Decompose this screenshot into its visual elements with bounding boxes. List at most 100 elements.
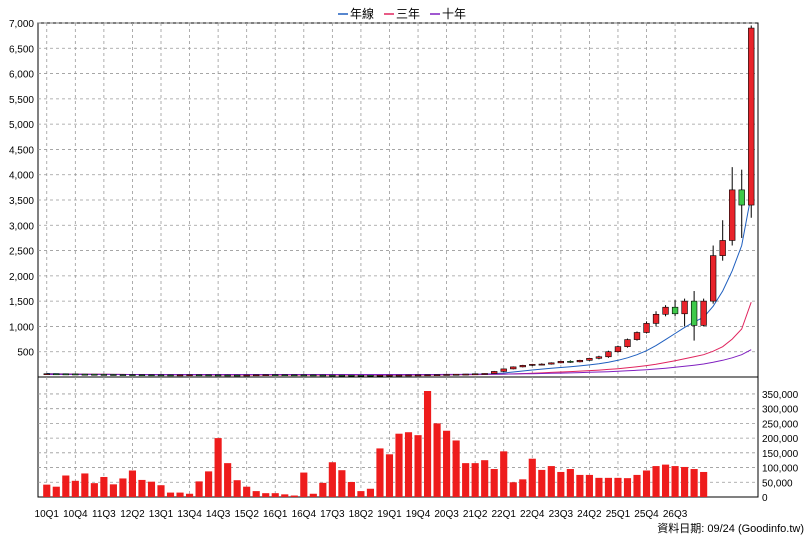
price-tick-label: 5,500 — [9, 95, 34, 106]
x-tick-label: 11Q3 — [92, 509, 116, 520]
volume-bar — [338, 470, 346, 497]
price-tick-label: 6,000 — [9, 70, 34, 81]
candle-body — [81, 373, 88, 376]
candle-body — [281, 374, 288, 377]
volume-bar — [604, 477, 613, 497]
volume-bar — [224, 463, 232, 497]
volume-tick-label: 200,000 — [762, 434, 799, 445]
volume-bar — [614, 477, 622, 497]
candle-body — [481, 373, 488, 375]
volume-bar — [328, 462, 336, 497]
x-tick-label: 19Q4 — [406, 509, 431, 520]
candle-body — [53, 373, 60, 376]
candle-body — [319, 374, 326, 377]
volume-bar — [690, 469, 698, 497]
candle-body — [576, 360, 584, 363]
x-tick-label: 15Q2 — [234, 509, 259, 520]
volume-bar — [509, 482, 517, 497]
candle-body — [472, 373, 479, 376]
candle-body — [433, 374, 441, 376]
volume-tick-label: 150,000 — [762, 449, 799, 460]
volume-bar — [300, 472, 308, 497]
volume-bar — [347, 481, 355, 497]
candle-body — [614, 346, 622, 353]
candle-body — [700, 300, 707, 326]
candle-body — [748, 27, 755, 206]
candle-body — [586, 357, 593, 361]
volume-bar — [100, 476, 108, 497]
x-tick-label: 14Q3 — [206, 509, 231, 520]
candle-body — [310, 374, 317, 377]
volume-bar — [119, 478, 127, 497]
candle-body — [719, 240, 726, 256]
price-tick-label: 1,000 — [9, 322, 34, 333]
candle-body — [62, 373, 69, 376]
candle-body — [405, 374, 412, 377]
volume-bar — [138, 479, 146, 497]
volume-bar — [423, 391, 432, 497]
volume-bar — [528, 458, 536, 497]
candle-body — [414, 374, 422, 377]
price-axis-ticks: 500 1,000 1,500 2,000 2,500 3,000 3,500 4,000 4,… — [9, 19, 34, 359]
volume-bar — [281, 494, 289, 497]
candle-body — [681, 300, 688, 315]
candle-body — [538, 363, 545, 366]
candle-body — [253, 374, 260, 377]
price-tick-label: 500 — [17, 348, 34, 359]
volume-bar — [557, 471, 565, 497]
candle-body — [529, 364, 536, 366]
volume-bar — [243, 486, 251, 497]
price-candles — [43, 25, 755, 377]
volume-bar — [633, 474, 641, 497]
volume-bar — [404, 432, 413, 497]
candle-body — [348, 374, 355, 377]
volume-tick-label: 300,000 — [762, 405, 799, 416]
candle-body — [72, 373, 79, 376]
x-tick-label: 25Q1 — [606, 509, 631, 520]
volume-bar — [671, 466, 679, 497]
volume-tick-label: 100,000 — [762, 464, 799, 475]
candle-body — [300, 374, 307, 377]
volume-bar — [166, 492, 175, 497]
volume-bar — [443, 430, 451, 497]
x-tick-label: 13Q4 — [177, 509, 202, 520]
volume-bar — [538, 469, 546, 497]
volume-tick-label: 250,000 — [762, 419, 799, 430]
volume-bar — [623, 478, 632, 497]
volume-bar — [385, 454, 394, 497]
source-label: 資料日期: 09/24 (Goodinfo.tw) — [657, 521, 804, 535]
x-tick-label: 18Q2 — [349, 509, 374, 520]
x-tick-label: 26Q3 — [663, 509, 688, 520]
candle-body — [43, 373, 50, 376]
candle-body — [652, 313, 660, 324]
candle-body — [129, 374, 136, 376]
volume-tick-label: 0 — [762, 493, 768, 504]
volume-bar — [681, 466, 689, 497]
candle-body — [157, 374, 165, 377]
price-tick-label: 4,500 — [9, 145, 34, 156]
candle-body — [491, 371, 498, 374]
volume-bar — [309, 493, 317, 497]
volume-bar — [81, 473, 89, 497]
price-tick-label: 2,500 — [9, 247, 34, 258]
candle-body — [167, 374, 174, 377]
x-tick-label: 10Q1 — [35, 509, 60, 520]
volume-bar — [414, 435, 422, 497]
x-tick-label: 16Q4 — [292, 509, 317, 520]
price-tick-label: 3,500 — [9, 196, 34, 207]
volume-bar — [652, 466, 660, 497]
volume-bar — [547, 466, 555, 497]
candle-body — [243, 374, 250, 377]
candle-body — [262, 374, 269, 376]
candle-body — [662, 306, 669, 315]
volume-bar — [595, 477, 603, 497]
volume-bar — [214, 438, 222, 497]
x-tick-label: 20Q3 — [434, 509, 459, 520]
price-tick-label: 1,500 — [9, 297, 34, 308]
volume-bar — [195, 481, 203, 497]
price-tick-label: 5,000 — [9, 120, 34, 131]
volume-bar — [185, 493, 194, 497]
legend-label-1: 三年 — [396, 7, 420, 21]
volume-bar — [62, 475, 70, 497]
